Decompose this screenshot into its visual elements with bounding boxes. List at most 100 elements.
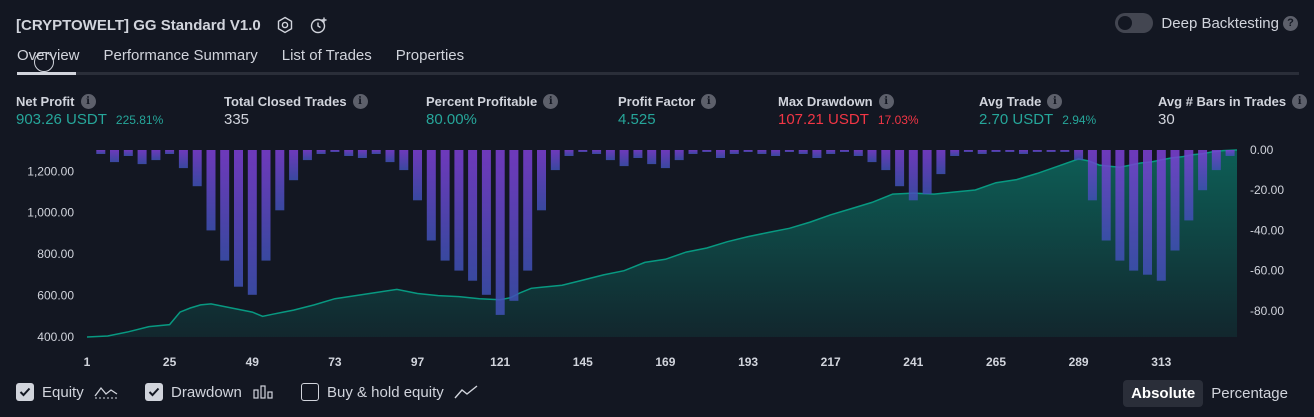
- drawdown-bar: [564, 150, 574, 156]
- right-axis-tick-label: -80.00: [1250, 304, 1284, 318]
- metric-max-drawdown: Max Drawdown i 107.21 USDT 17.03%: [778, 93, 919, 128]
- drawdown-bar: [908, 150, 918, 201]
- drawdown-bar: [1005, 150, 1015, 152]
- tab-properties[interactable]: Properties: [395, 47, 465, 64]
- info-icon[interactable]: i: [352, 93, 368, 109]
- tab-scroll-handle[interactable]: [34, 52, 54, 72]
- drawdown-bar: [110, 150, 119, 163]
- drawdown-bar: [674, 150, 684, 161]
- drawdown-bar: [619, 150, 629, 167]
- drawdown-bar: [289, 150, 299, 181]
- mode-absolute-button[interactable]: Absolute: [1123, 380, 1204, 407]
- right-axis-tick-label: -40.00: [1250, 223, 1284, 237]
- left-axis-tick-label: 1,000.00: [27, 206, 74, 220]
- equity-area: [87, 150, 1237, 337]
- info-icon[interactable]: i: [1292, 93, 1308, 109]
- x-axis-tick-label: 265: [986, 355, 1006, 369]
- drawdown-bar: [853, 150, 863, 156]
- x-axis-tick-label: 241: [903, 355, 923, 369]
- info-icon[interactable]: i: [1047, 93, 1063, 109]
- drawdown-bar: [950, 150, 960, 156]
- drawdown-bar: [1225, 150, 1235, 156]
- metric-label: Max Drawdown: [778, 93, 873, 109]
- drawdown-bar: [454, 150, 464, 271]
- tab-list-of-trades[interactable]: List of Trades: [281, 47, 372, 64]
- metric-value: 30: [1158, 111, 1175, 128]
- drawdown-bar: [468, 150, 478, 281]
- x-axis-tick-label: 73: [328, 355, 342, 369]
- metric-value: 80.00%: [426, 111, 477, 128]
- equity-line: [86, 149, 1238, 338]
- drawdown-bar: [688, 150, 698, 154]
- mode-percentage-button[interactable]: Percentage: [1211, 385, 1288, 402]
- drawdown-bar: [1211, 150, 1221, 171]
- info-icon[interactable]: i: [80, 93, 96, 109]
- drawdown-bar: [1046, 150, 1056, 152]
- left-axis-tick-label: 800.00: [37, 247, 74, 261]
- drawdown-bar: [1087, 150, 1097, 201]
- drawdown-bar: [178, 150, 188, 169]
- drawdown-bar: [784, 150, 794, 152]
- legend-buy-hold-equity[interactable]: Buy & hold equity: [301, 383, 478, 401]
- drawdown-bars-icon: [252, 384, 274, 400]
- checkbox-drawdown[interactable]: [145, 383, 163, 401]
- legend-label: Drawdown: [171, 383, 242, 401]
- metric-value: 4.525: [618, 111, 656, 128]
- left-axis-tick-label: 1,200.00: [27, 164, 74, 178]
- metric-net-profit: Net Profit i 903.26 USDT 225.81%: [16, 93, 163, 128]
- legend-label: Equity: [42, 383, 84, 401]
- drawdown-bar: [895, 150, 905, 187]
- drawdown-bar: [922, 150, 932, 195]
- checkbox-equity[interactable]: [16, 383, 34, 401]
- legend-equity[interactable]: Equity: [16, 383, 118, 401]
- metric-value: 903.26 USDT: [16, 111, 107, 128]
- drawdown-bar: [1115, 150, 1125, 261]
- tab-bar: Overview Performance Summary List of Tra…: [17, 46, 488, 66]
- info-icon[interactable]: i: [878, 93, 894, 109]
- info-icon[interactable]: i: [701, 93, 717, 109]
- metric-total-closed-trades: Total Closed Trades i 335: [224, 93, 368, 128]
- strategy-header: [CRYPTOWELT] GG Standard V1.0: [16, 13, 329, 37]
- metric-label: Total Closed Trades: [224, 93, 347, 109]
- question-icon[interactable]: ?: [1283, 15, 1298, 31]
- legend-drawdown[interactable]: Drawdown: [145, 383, 274, 401]
- x-axis-tick-label: 289: [1069, 355, 1089, 369]
- metric-percent: 17.03%: [877, 113, 919, 127]
- metric-label: Percent Profitable: [426, 93, 538, 109]
- drawdown-bar: [605, 150, 615, 161]
- equity-drawdown-chart[interactable]: 1,200.00 1,000.00 800.00 600.00 400.00 0.00 -2…: [0, 140, 1314, 372]
- metric-value: 107.21 USDT: [778, 111, 869, 128]
- x-axis-tick-label: 97: [411, 355, 425, 369]
- drawdown-bar: [137, 150, 147, 165]
- gear-icon[interactable]: [275, 15, 295, 35]
- drawdown-bar: [123, 150, 133, 156]
- checkbox-buy-hold-equity[interactable]: [301, 383, 319, 401]
- drawdown-bar: [1156, 150, 1166, 281]
- drawdown-bar: [330, 150, 340, 152]
- metric-profit-factor: Profit Factor i 4.525: [618, 93, 717, 128]
- deep-backtesting-label: Deep Backtesting: [1161, 14, 1279, 32]
- drawdown-bar: [1101, 150, 1111, 241]
- deep-backtesting-toggle[interactable]: [1115, 13, 1154, 33]
- drawdown-bar: [550, 150, 560, 171]
- drawdown-bar: [261, 150, 271, 261]
- drawdown-bar: [716, 150, 725, 158]
- drawdown-bar: [991, 150, 1001, 152]
- info-icon[interactable]: i: [543, 93, 559, 109]
- drawdown-bar: [523, 150, 533, 271]
- left-axis-tick-label: 600.00: [37, 289, 74, 303]
- drawdown-bar: [192, 150, 202, 187]
- drawdown-bar: [275, 150, 285, 211]
- drawdown-bar: [729, 150, 739, 154]
- tab-performance-summary[interactable]: Performance Summary: [103, 47, 258, 64]
- drawdown-bar: [220, 150, 230, 261]
- metric-label: Net Profit: [16, 93, 75, 109]
- drawdown-bar: [234, 150, 243, 287]
- strategy-title: [CRYPTOWELT] GG Standard V1.0: [16, 16, 261, 34]
- tab-scroll-track[interactable]: [17, 72, 1299, 75]
- x-axis-tick-label: 313: [1151, 355, 1171, 369]
- add-alert-icon[interactable]: [309, 15, 329, 35]
- drawdown-bar: [812, 150, 822, 158]
- drawdown-bar: [206, 150, 216, 231]
- drawdown-bar: [495, 150, 505, 315]
